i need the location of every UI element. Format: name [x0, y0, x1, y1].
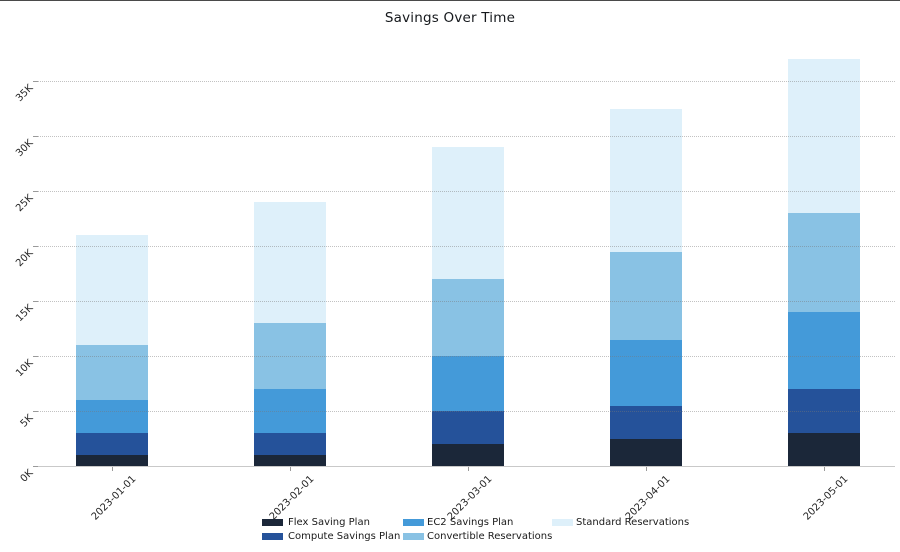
bar-segment-flex-saving-plan — [254, 455, 326, 466]
bar-segment-standard-reservations — [254, 202, 326, 323]
x-tick-label: 2023-02-01 — [267, 473, 317, 523]
bar-segment-compute-savings-plan — [76, 433, 148, 455]
chart-title: Savings Over Time — [384, 10, 516, 26]
x-tick-label: 2023-01-01 — [89, 473, 139, 523]
bar-segment-compute-savings-plan — [254, 433, 326, 455]
y-tick-mark — [33, 191, 38, 192]
y-gridline — [37, 301, 895, 302]
bar-segment-compute-savings-plan — [432, 411, 504, 444]
x-tick-label: 2023-04-01 — [623, 473, 673, 523]
bar-segment-standard-reservations — [432, 147, 504, 279]
y-tick-mark — [33, 246, 38, 247]
legend-swatch-ec2-savings-plan — [403, 519, 424, 526]
y-tick-mark — [33, 81, 38, 82]
x-tick-mark — [646, 467, 647, 471]
y-tick-mark — [33, 466, 38, 467]
bar-segment-ec2-savings-plan — [254, 389, 326, 433]
legend-swatch-flex-saving-plan — [262, 519, 283, 526]
y-tick-label: 15K — [14, 302, 36, 325]
y-gridline — [37, 136, 895, 137]
y-tick-label: 0K — [18, 467, 36, 485]
y-tick-mark — [33, 136, 38, 137]
bar-segment-ec2-savings-plan — [432, 356, 504, 411]
bar-segment-convertible-reservations — [788, 213, 860, 312]
x-tick-label: 2023-05-01 — [801, 473, 851, 523]
bar-segment-flex-saving-plan — [76, 455, 148, 466]
x-tick-mark — [290, 467, 291, 471]
y-tick-mark — [33, 411, 38, 412]
y-tick-mark — [33, 356, 38, 357]
bar-segment-standard-reservations — [610, 108, 682, 252]
bar-segment-ec2-savings-plan — [788, 312, 860, 389]
legend-label: Convertible Reservations — [427, 531, 553, 542]
x-tick-label: 2023-03-01 — [445, 473, 495, 523]
bar-segment-standard-reservations — [788, 59, 860, 213]
bar-segment-convertible-reservations — [254, 323, 326, 389]
bar-segment-ec2-savings-plan — [610, 339, 682, 406]
y-gridline — [37, 356, 895, 357]
bar-segment-convertible-reservations — [432, 279, 504, 356]
x-tick-mark — [112, 467, 113, 471]
legend-label: Standard Reservations — [576, 517, 690, 528]
bar-segment-standard-reservations — [76, 235, 148, 345]
y-tick-label: 10K — [14, 357, 36, 380]
y-gridline — [37, 81, 895, 82]
x-tick-mark — [824, 467, 825, 471]
legend-label: Compute Savings Plan — [288, 531, 401, 542]
legend-swatch-standard-reservations — [552, 519, 573, 526]
y-tick-label: 35K — [14, 82, 36, 105]
y-tick-mark — [33, 301, 38, 302]
bar-segment-flex-saving-plan — [610, 438, 682, 466]
x-tick-mark — [468, 467, 469, 471]
y-gridline — [37, 246, 895, 247]
y-tick-label: 20K — [14, 247, 36, 270]
x-axis-line — [37, 466, 895, 467]
bar-segment-ec2-savings-plan — [76, 400, 148, 433]
y-gridline — [37, 191, 895, 192]
bar-segment-flex-saving-plan — [788, 433, 860, 466]
y-tick-label: 5K — [18, 412, 36, 430]
y-tick-label: 25K — [14, 192, 36, 215]
bar-segment-convertible-reservations — [610, 251, 682, 340]
legend-label: Flex Saving Plan — [288, 517, 370, 528]
y-tick-label: 30K — [14, 137, 36, 160]
legend-swatch-convertible-reservations — [403, 533, 424, 540]
bar-segment-flex-saving-plan — [432, 444, 504, 466]
legend-swatch-compute-savings-plan — [262, 533, 283, 540]
y-gridline — [37, 411, 895, 412]
bar-segment-compute-savings-plan — [610, 405, 682, 439]
legend-label: EC2 Savings Plan — [427, 517, 514, 528]
bar-segment-convertible-reservations — [76, 345, 148, 400]
bar-segment-compute-savings-plan — [788, 389, 860, 433]
